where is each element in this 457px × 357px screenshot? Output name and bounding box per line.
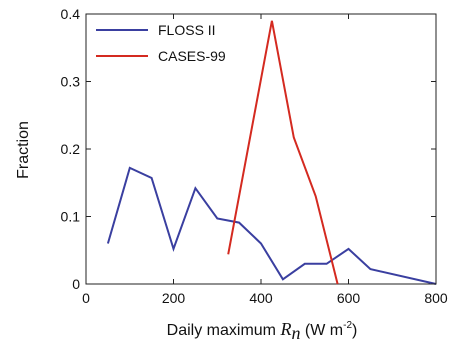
- x-tick-label: 0: [82, 290, 90, 306]
- y-tick-label: 0.3: [61, 74, 81, 90]
- x-axis-label-unit-close: ): [352, 322, 357, 339]
- x-axis-label-unit-open: (W m: [300, 322, 343, 339]
- x-axis-label-superscript: -2: [343, 320, 352, 331]
- y-tick-label: 0.2: [61, 141, 81, 157]
- x-tick-label: 600: [337, 290, 361, 306]
- x-tick-label: 200: [162, 290, 186, 306]
- y-tick-label: 0: [72, 276, 80, 292]
- legend-label: FLOSS II: [158, 22, 216, 38]
- x-tick-label: 400: [249, 290, 273, 306]
- x-axis-label-symbol: R: [279, 319, 291, 339]
- x-axis-label: Daily maximum Rn (W m-2): [167, 319, 358, 343]
- x-tick-label: 800: [424, 290, 448, 306]
- series-line-cases-99: [227, 20, 339, 285]
- series-layer: [106, 20, 437, 285]
- tick-layer: 0 200 400 600 800 0 0.1 0.2 0.3 0.4: [61, 6, 448, 306]
- x-axis-label-prefix: Daily maximum: [167, 322, 281, 339]
- x-axis-label-subscript: n: [291, 323, 300, 343]
- y-tick-label: 0.1: [61, 209, 81, 225]
- legend: FLOSS II CASES-99: [96, 22, 226, 64]
- y-tick-label: 0.4: [61, 6, 81, 22]
- legend-label: CASES-99: [158, 48, 226, 64]
- series-line-floss-ii: [106, 166, 437, 285]
- y-axis-label: Fraction: [15, 121, 32, 179]
